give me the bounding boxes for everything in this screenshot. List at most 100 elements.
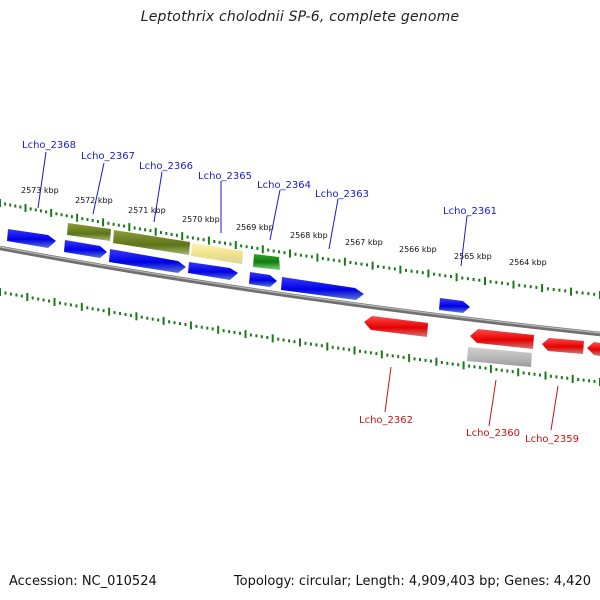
major-tick: [102, 218, 105, 227]
minor-tick: [29, 207, 32, 211]
minor-tick: [144, 228, 147, 232]
minor-tick: [501, 281, 503, 285]
minor-tick: [146, 316, 149, 320]
minor-tick: [478, 278, 481, 282]
minor-tick: [588, 379, 591, 383]
coordinate-label: 2567 kbp: [345, 238, 383, 247]
gene-arrow-forward[interactable]: [439, 298, 470, 313]
label-leader-line: [384, 366, 392, 413]
forward-gene-labels: Lcho_2368 Lcho_2367 Lcho_2366 Lcho_2365 …: [22, 140, 497, 267]
gene-label[interactable]: Lcho_2365: [198, 171, 252, 182]
minor-tick: [360, 262, 363, 266]
minor-tick: [495, 368, 498, 372]
minor-tick: [305, 254, 308, 258]
major-tick: [571, 374, 574, 383]
gene-label[interactable]: Lcho_2362: [359, 415, 413, 426]
gene-arrow-pseudo[interactable]: [467, 347, 532, 367]
minor-tick: [369, 351, 372, 355]
minor-tick: [239, 331, 241, 335]
gene-arrow-forward[interactable]: [113, 230, 190, 255]
lower-tick-track: [0, 288, 600, 386]
minor-tick: [413, 357, 416, 361]
minor-tick: [331, 345, 334, 349]
gene-arrow-forward[interactable]: [188, 262, 238, 280]
minor-tick: [37, 297, 40, 301]
minor-tick: [299, 253, 302, 257]
gene-label[interactable]: Lcho_2360: [466, 428, 520, 439]
minor-tick: [175, 233, 178, 237]
minor-tick: [222, 329, 225, 333]
label-leader-line: [328, 198, 339, 250]
minor-tick: [197, 237, 200, 241]
gene-arrow-forward[interactable]: [67, 223, 111, 241]
major-tick: [0, 199, 1, 207]
minor-tick: [294, 252, 297, 256]
minor-tick: [282, 338, 285, 342]
minor-tick: [173, 321, 176, 325]
gene-arrow-forward[interactable]: [7, 229, 56, 248]
gene-arrow-forward[interactable]: [64, 240, 107, 258]
gene-label[interactable]: Lcho_2368: [22, 140, 76, 151]
gene-label[interactable]: Lcho_2363: [315, 189, 369, 200]
minor-tick: [506, 282, 509, 286]
minor-tick: [421, 271, 424, 275]
gene-arrow-forward[interactable]: [249, 272, 277, 287]
gene-arrow-reverse[interactable]: [542, 338, 584, 354]
minor-tick: [546, 287, 549, 291]
minor-tick: [55, 212, 58, 216]
minor-tick: [102, 309, 105, 313]
major-tick: [0, 288, 1, 296]
minor-tick: [165, 232, 168, 235]
minor-tick: [20, 294, 23, 298]
minor-tick: [224, 241, 226, 245]
minor-tick: [337, 346, 340, 350]
minor-tick: [184, 323, 187, 326]
minor-tick: [113, 311, 116, 315]
gene-label[interactable]: Lcho_2361: [443, 206, 497, 217]
minor-tick: [348, 348, 351, 352]
gene-label[interactable]: Lcho_2367: [81, 151, 135, 162]
minor-tick: [228, 330, 231, 334]
minor-tick: [91, 219, 94, 222]
genome-summary-text: Topology: circular; Length: 4,909,403 bp…: [233, 574, 591, 589]
minor-tick: [249, 333, 252, 337]
minor-tick: [560, 376, 563, 380]
coordinate-label: 2568 kbp: [290, 231, 328, 240]
minor-tick: [266, 336, 269, 339]
major-tick: [217, 325, 220, 334]
gene-arrow-forward[interactable]: [191, 243, 243, 264]
gene-label[interactable]: Lcho_2364: [257, 180, 311, 191]
major-tick: [289, 249, 291, 258]
minor-tick: [200, 325, 203, 329]
gene-arrow-reverse[interactable]: [470, 329, 534, 349]
minor-tick: [375, 352, 378, 356]
minor-tick: [233, 330, 236, 334]
minor-tick: [321, 257, 324, 260]
gene-arrow-forward[interactable]: [253, 254, 280, 270]
minor-tick: [386, 353, 389, 357]
minor-tick: [518, 283, 521, 287]
major-tick: [189, 321, 192, 330]
minor-tick: [15, 293, 18, 297]
minor-tick: [256, 246, 259, 250]
major-tick: [207, 236, 210, 245]
gene-arrow-reverse[interactable]: [364, 316, 428, 337]
minor-tick: [81, 217, 84, 221]
gene-arrow-forward[interactable]: [281, 277, 364, 300]
gene-arrow-reverse[interactable]: [587, 342, 600, 356]
minor-tick: [69, 303, 72, 307]
minor-tick: [45, 210, 48, 214]
minor-tick: [582, 378, 585, 382]
minor-tick: [429, 359, 432, 363]
major-tick: [517, 368, 520, 377]
gene-label[interactable]: Lcho_2366: [139, 161, 193, 172]
major-tick: [570, 287, 572, 296]
gene-arrow-forward[interactable]: [109, 249, 186, 273]
minor-tick: [410, 269, 413, 273]
gene-label[interactable]: Lcho_2359: [525, 434, 579, 445]
minor-tick: [119, 312, 121, 315]
minor-tick: [593, 292, 596, 296]
minor-tick: [34, 208, 37, 212]
label-leader-line: [269, 189, 281, 241]
label-leader-line: [550, 385, 559, 431]
